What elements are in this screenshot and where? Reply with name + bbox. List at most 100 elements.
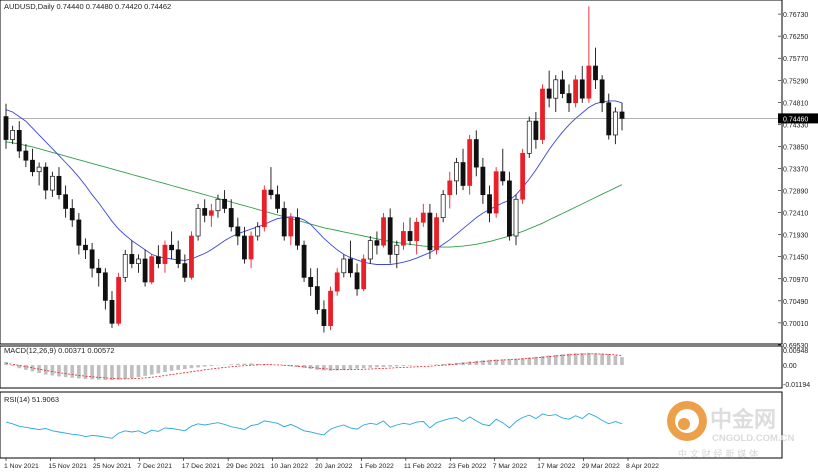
candle-body [461, 163, 465, 186]
candle-body [130, 254, 134, 263]
candle-body [441, 195, 445, 218]
price-tick-label: 0.71930 [783, 233, 808, 240]
date-tick-label: 10 Jan 2022 [271, 463, 309, 470]
candle-body [408, 231, 412, 240]
candle-body [70, 208, 74, 219]
candle-body [501, 172, 505, 181]
current-price-label: 0.74460 [783, 116, 808, 123]
date-tick-label: 15 Nov 2021 [48, 463, 87, 470]
candle-body [123, 254, 127, 277]
candle-body [375, 241, 379, 246]
candle-body [183, 264, 187, 278]
candle-body [613, 112, 617, 135]
candle-body [494, 172, 498, 213]
candle-body [269, 190, 273, 195]
candle-body [44, 167, 48, 190]
candle-body [216, 199, 220, 210]
rsi-title: RSI(14) 51.9063 [4, 395, 59, 404]
candle-body [90, 250, 94, 268]
price-tick-label: 0.75290 [783, 78, 808, 85]
candle-body [97, 268, 101, 273]
candle-body [256, 227, 260, 236]
watermark-logo-dot-icon [678, 418, 690, 430]
price-tick-label: 0.72890 [783, 189, 808, 196]
rsi-panel-frame [0, 392, 782, 458]
candle-body [527, 121, 531, 153]
candle-body [468, 140, 472, 186]
candle-body [136, 259, 140, 264]
candle-body [37, 167, 41, 172]
date-tick-label: 17 Mar 2022 [537, 463, 575, 470]
candle-body [83, 245, 87, 250]
candle-body [203, 208, 207, 215]
candle-body [481, 167, 485, 195]
candle-body [322, 310, 326, 326]
macd-title: MACD(12,26,9) 0.00371 0.00572 [4, 346, 115, 355]
candle-body [474, 140, 478, 168]
candle-body [110, 300, 114, 323]
candle-body [4, 117, 8, 140]
candle-body [335, 273, 339, 291]
date-tick-label: 29 Dec 2021 [226, 463, 265, 470]
date-tick-label: 25 Nov 2021 [93, 463, 132, 470]
price-tick-label: 0.76730 [783, 12, 808, 19]
macd-tick-label: 0.00 [783, 363, 797, 370]
candle-body [236, 227, 240, 236]
candle-body [150, 257, 154, 282]
candle-body [30, 160, 34, 171]
candle-body [223, 199, 227, 208]
price-tick-label: 0.70970 [783, 277, 808, 284]
candle-body [620, 112, 624, 118]
candle-body [209, 211, 213, 216]
candle-body [57, 176, 61, 194]
candle-body [587, 66, 591, 98]
main-title: AUDUSD,Daily 0.74440 0.74480 0.74420 0.7… [4, 2, 171, 11]
candle-body [170, 245, 174, 250]
candle-body [295, 218, 299, 246]
date-tick-label: 1 Nov 2021 [4, 463, 39, 470]
candle-body [117, 277, 121, 323]
candle-body [401, 231, 405, 245]
date-tick-label: 20 Jan 2022 [315, 463, 353, 470]
candle-body [302, 245, 306, 277]
candle-body [143, 259, 147, 282]
date-tick-label: 11 Feb 2022 [404, 463, 442, 470]
date-tick-label: 17 Dec 2021 [182, 463, 221, 470]
date-tick-label: 1 Feb 2022 [359, 463, 394, 470]
candle-body [593, 66, 597, 80]
candle-body [560, 80, 564, 94]
candle-body [289, 218, 293, 236]
candle-body [103, 273, 107, 301]
candle-body [282, 208, 286, 236]
date-tick-label: 7 Dec 2021 [137, 463, 172, 470]
watermark-brand: 中金网 [710, 407, 776, 433]
candle-body [454, 163, 458, 181]
candle-body [50, 176, 54, 190]
candle-body [514, 199, 518, 236]
candle-body [574, 80, 578, 103]
watermark-tagline: 中 文 财 经 新 媒 体 [678, 448, 758, 460]
candle-body [17, 130, 21, 151]
candle-body [434, 218, 438, 250]
candle-body [448, 181, 452, 195]
candle-body [196, 208, 200, 236]
candle-body [163, 245, 167, 263]
candle-body [381, 218, 385, 246]
candle-body [554, 80, 558, 98]
candle-body [547, 89, 551, 98]
macd-tick-label: -0.01194 [783, 382, 810, 389]
candle-body [342, 259, 346, 273]
price-tick-label: 0.73370 [783, 166, 808, 173]
candle-body [242, 236, 246, 259]
price-tick-label: 0.74810 [783, 100, 808, 107]
candle-body [600, 80, 604, 103]
candle-body [315, 287, 319, 310]
date-tick-label: 23 Feb 2022 [448, 463, 486, 470]
candle-body [156, 257, 160, 264]
candle-body [355, 273, 359, 289]
candle-body [189, 236, 193, 277]
price-tick-label: 0.76250 [783, 34, 808, 41]
candle-body [567, 94, 571, 103]
